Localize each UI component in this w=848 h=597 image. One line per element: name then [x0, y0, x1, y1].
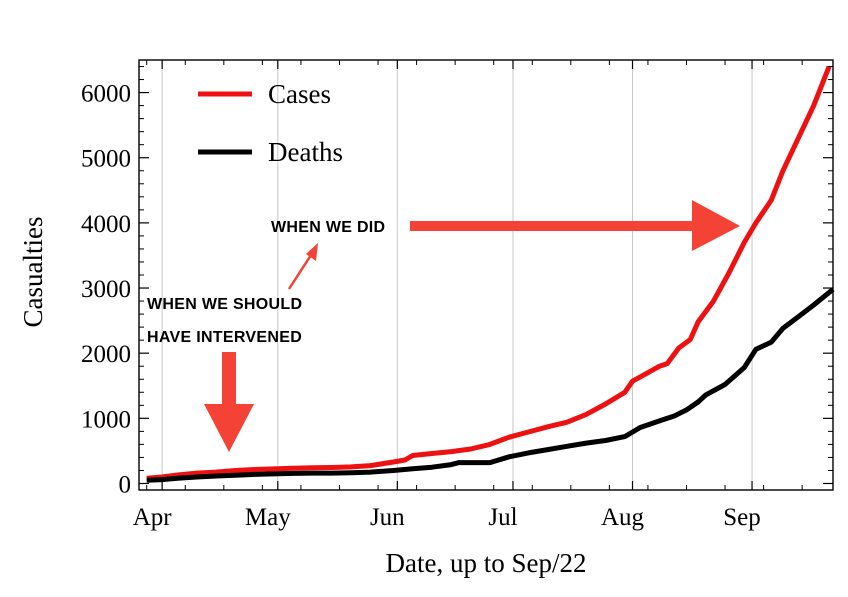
- y-tick-label: 1000: [81, 406, 131, 433]
- series-lines: [146, 65, 835, 483]
- annotation-when-we-did: WHEN WE DID: [271, 200, 740, 251]
- series-line-cases: [146, 65, 832, 481]
- axis-ticks: [139, 60, 833, 490]
- y-tick-label: 4000: [81, 211, 131, 238]
- legend-label-deaths: Deaths: [268, 137, 343, 167]
- legend: Cases Deaths: [198, 79, 343, 167]
- x-axis-title: Date, up to Sep/22: [386, 548, 587, 578]
- y-axis-title: Casualties: [18, 217, 48, 328]
- x-tick-label: Aug: [601, 504, 645, 531]
- x-tick-label: Jul: [488, 504, 517, 531]
- y-tick-label: 5000: [81, 146, 131, 173]
- red-right-arrow-icon: [410, 200, 740, 251]
- annotation-should-line-1: WHEN WE SHOULD: [147, 296, 302, 313]
- annotation-should-intervene: WHEN WE SHOULD HAVE INTERVENED: [147, 243, 318, 452]
- y-tick-label: 6000: [81, 81, 131, 108]
- annotation-should-line-2: HAVE INTERVENED: [147, 329, 302, 346]
- red-down-arrow-icon: [204, 352, 254, 452]
- tick-labels: Apr May Jun Jul Aug Sep 0 1000 2000 3000 4000 5000 6…: [81, 81, 761, 531]
- legend-label-cases: Cases: [268, 79, 331, 109]
- annotation-did-line-1: WHEN WE DID: [271, 219, 385, 236]
- x-tick-label: May: [245, 504, 291, 531]
- red-small-arrow-icon: [287, 251, 315, 290]
- y-tick-label: 0: [119, 471, 132, 498]
- series-line-deaths: [146, 287, 835, 483]
- x-tick-label: Apr: [133, 504, 173, 531]
- red-small-arrowhead-icon: [306, 243, 318, 261]
- x-tick-label: Jun: [370, 504, 405, 531]
- grid-lines: [161, 60, 753, 490]
- y-tick-label: 2000: [81, 341, 131, 368]
- y-tick-label: 3000: [81, 276, 131, 303]
- x-tick-label: Sep: [723, 504, 761, 531]
